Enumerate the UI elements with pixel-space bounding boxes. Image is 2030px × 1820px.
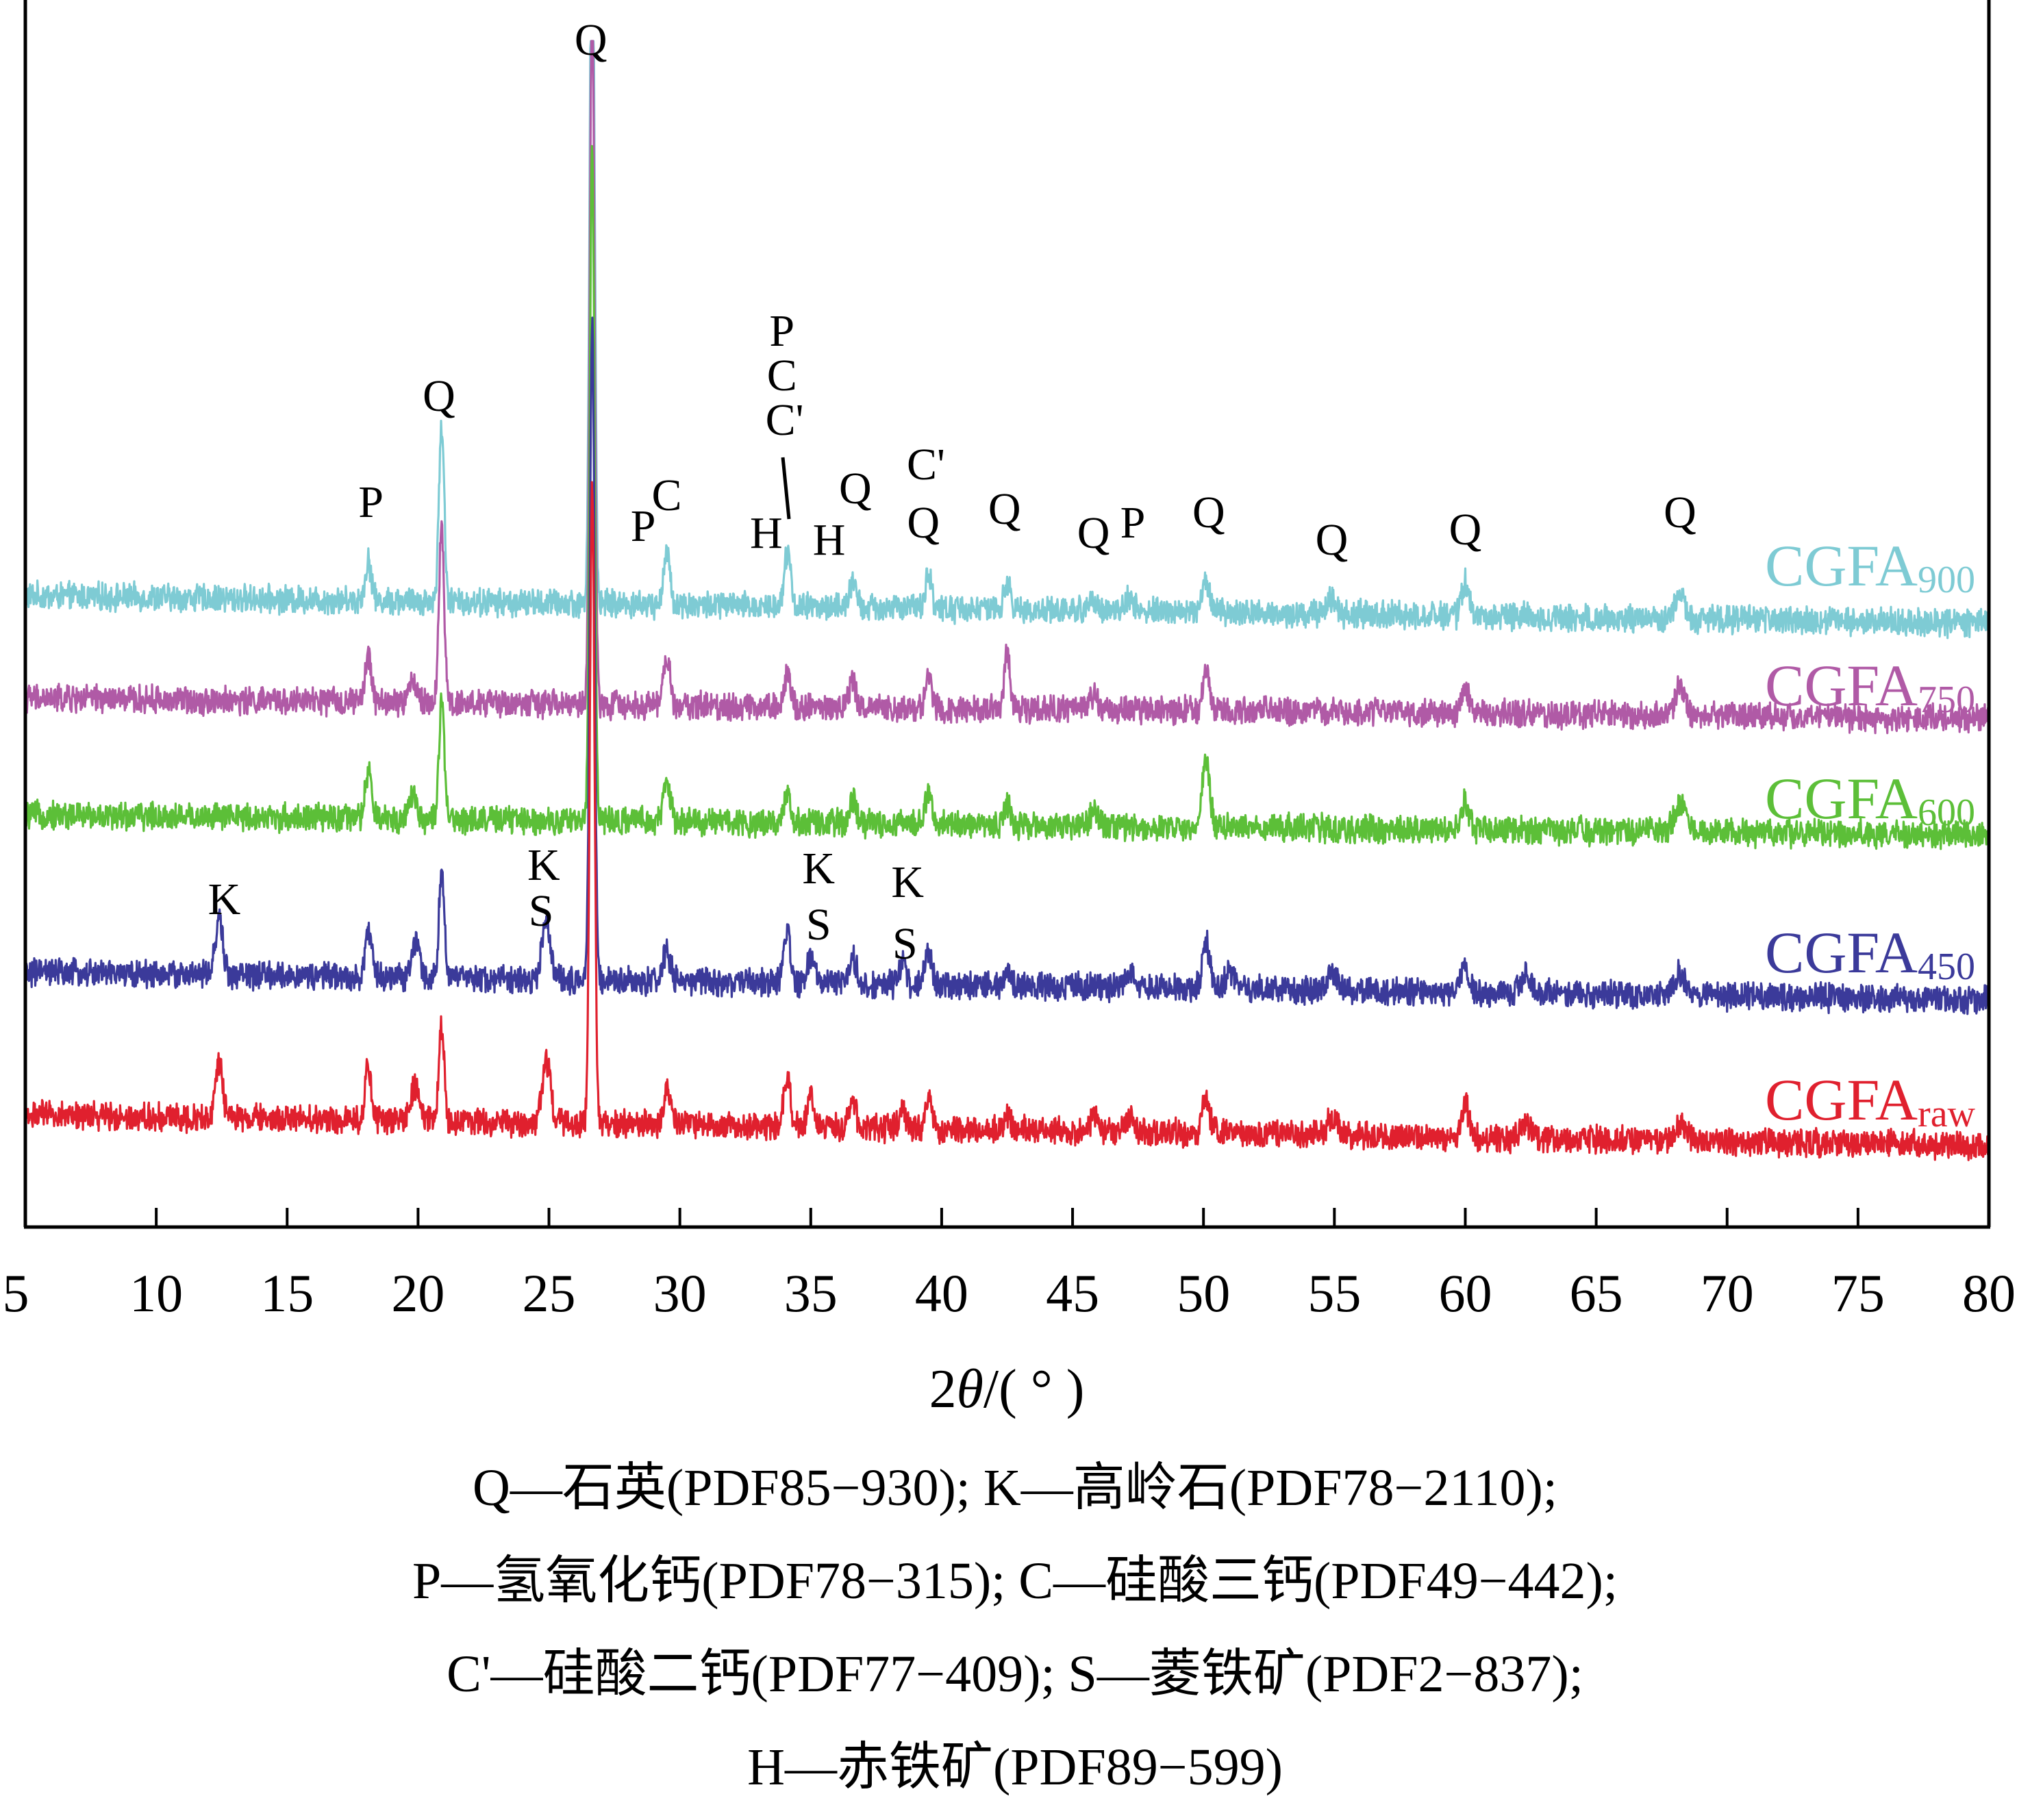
peak-label: C xyxy=(767,351,797,401)
phase-legend: Q—石英(PDF85−930); K—高岭石(PDF78−2110); P—氢氧… xyxy=(0,1441,2030,1814)
series-line-raw xyxy=(24,481,1990,1161)
peak-label: Q xyxy=(1664,488,1696,538)
series-label-750: CGFA750 xyxy=(1765,653,1975,721)
series-label-name: CGFA xyxy=(1765,533,1918,598)
x-axis-title: 2θ/( ° ) xyxy=(929,1359,1085,1419)
series-label-subscript: raw xyxy=(1918,1093,1976,1135)
series-line-900 xyxy=(24,40,1990,640)
x-tick-label: 15 xyxy=(260,1263,314,1323)
peak-label: Q xyxy=(1192,488,1225,538)
x-tick-label: 30 xyxy=(653,1263,707,1323)
series-label-subscript: 600 xyxy=(1918,792,1975,834)
peak-label: Q xyxy=(839,464,872,514)
x-tick-label: 5 xyxy=(3,1263,29,1323)
peak-label: H xyxy=(813,515,846,565)
series-label-450: CGFA450 xyxy=(1765,920,1975,988)
peak-label: Q xyxy=(1077,508,1110,558)
x-ticks: 5 10 15 20 25 30 35 40 45 50 55 60 65 70 75 80 xyxy=(3,1208,2016,1323)
series-line-600 xyxy=(24,144,1990,850)
legend-line: P—氢氧化钙(PDF78−315); C—硅酸三钙(PDF49−442); xyxy=(412,1552,1618,1610)
x-axis-title-prefix: 2 xyxy=(929,1359,957,1419)
xrd-chart: 5 10 15 20 25 30 35 40 45 50 55 60 65 70 75 80 QQP PCHPC… xyxy=(3,0,2016,1419)
peak-label: P xyxy=(769,306,794,356)
x-tick-label: 75 xyxy=(1831,1263,1885,1323)
x-tick-label: 45 xyxy=(1046,1263,1099,1323)
peak-label: P xyxy=(1120,498,1146,548)
peak-label: Q xyxy=(575,15,607,65)
x-axis-title-var: θ xyxy=(957,1359,983,1419)
x-tick-label: 20 xyxy=(391,1263,444,1323)
series-label-raw: CGFAraw xyxy=(1765,1067,1976,1135)
series-label-600: CGFA600 xyxy=(1765,766,1975,834)
peak-label: S xyxy=(892,919,918,969)
peak-label: Q xyxy=(423,371,455,421)
series-label-name: CGFA xyxy=(1765,920,1918,985)
series-label-name: CGFA xyxy=(1765,1067,1918,1133)
annotation-leader-line xyxy=(781,457,791,520)
peak-label: K xyxy=(527,840,560,890)
peak-label: K xyxy=(208,874,241,924)
series-line-450 xyxy=(24,316,1990,1015)
series-label-900: CGFA900 xyxy=(1765,533,1975,601)
axes-layer xyxy=(23,0,1991,1229)
peak-label: C' xyxy=(907,440,945,490)
peak-label: S xyxy=(806,900,831,950)
series-label-subscript: 900 xyxy=(1918,559,1975,601)
series-label-subscript: 450 xyxy=(1918,946,1975,988)
series-layer xyxy=(24,40,1990,1161)
peak-label: S xyxy=(529,886,554,936)
peak-label: C xyxy=(652,470,682,520)
series-label-name: CGFA xyxy=(1765,653,1918,718)
legend-line: H—赤铁矿(PDF89−599) xyxy=(747,1739,1283,1796)
peak-label: P xyxy=(358,477,384,527)
x-tick-label: 35 xyxy=(784,1263,838,1323)
peak-label: Q xyxy=(1316,515,1349,565)
series-label-name: CGFA xyxy=(1765,766,1918,831)
x-tick-label: 70 xyxy=(1701,1263,1754,1323)
peak-label: K xyxy=(802,844,835,894)
series-line-750 xyxy=(24,40,1990,735)
peak-label: K xyxy=(891,857,924,907)
peak-label: Q xyxy=(1449,505,1482,555)
x-tick-label: 50 xyxy=(1177,1263,1230,1323)
legend-line: C'—硅酸二钙(PDF77−409); S—菱铁矿(PDF2−837); xyxy=(447,1645,1583,1703)
peak-label: P xyxy=(631,501,656,551)
x-tick-label: 10 xyxy=(129,1263,183,1323)
x-tick-label: 40 xyxy=(915,1263,968,1323)
series-label-subscript: 750 xyxy=(1918,679,1975,721)
peak-label: H xyxy=(750,508,783,558)
peak-label: Q xyxy=(907,498,940,548)
x-tick-label: 80 xyxy=(1962,1263,2016,1323)
x-tick-label: 55 xyxy=(1307,1263,1361,1323)
peak-label: Q xyxy=(988,484,1021,534)
legend-line: Q—石英(PDF85−930); K—高岭石(PDF78−2110); xyxy=(473,1459,1557,1517)
x-tick-label: 60 xyxy=(1438,1263,1492,1323)
x-tick-label: 65 xyxy=(1570,1263,1623,1323)
peak-label: C' xyxy=(766,395,804,445)
x-axis-title-suffix: /( ° ) xyxy=(983,1359,1085,1419)
x-tick-label: 25 xyxy=(523,1263,576,1323)
